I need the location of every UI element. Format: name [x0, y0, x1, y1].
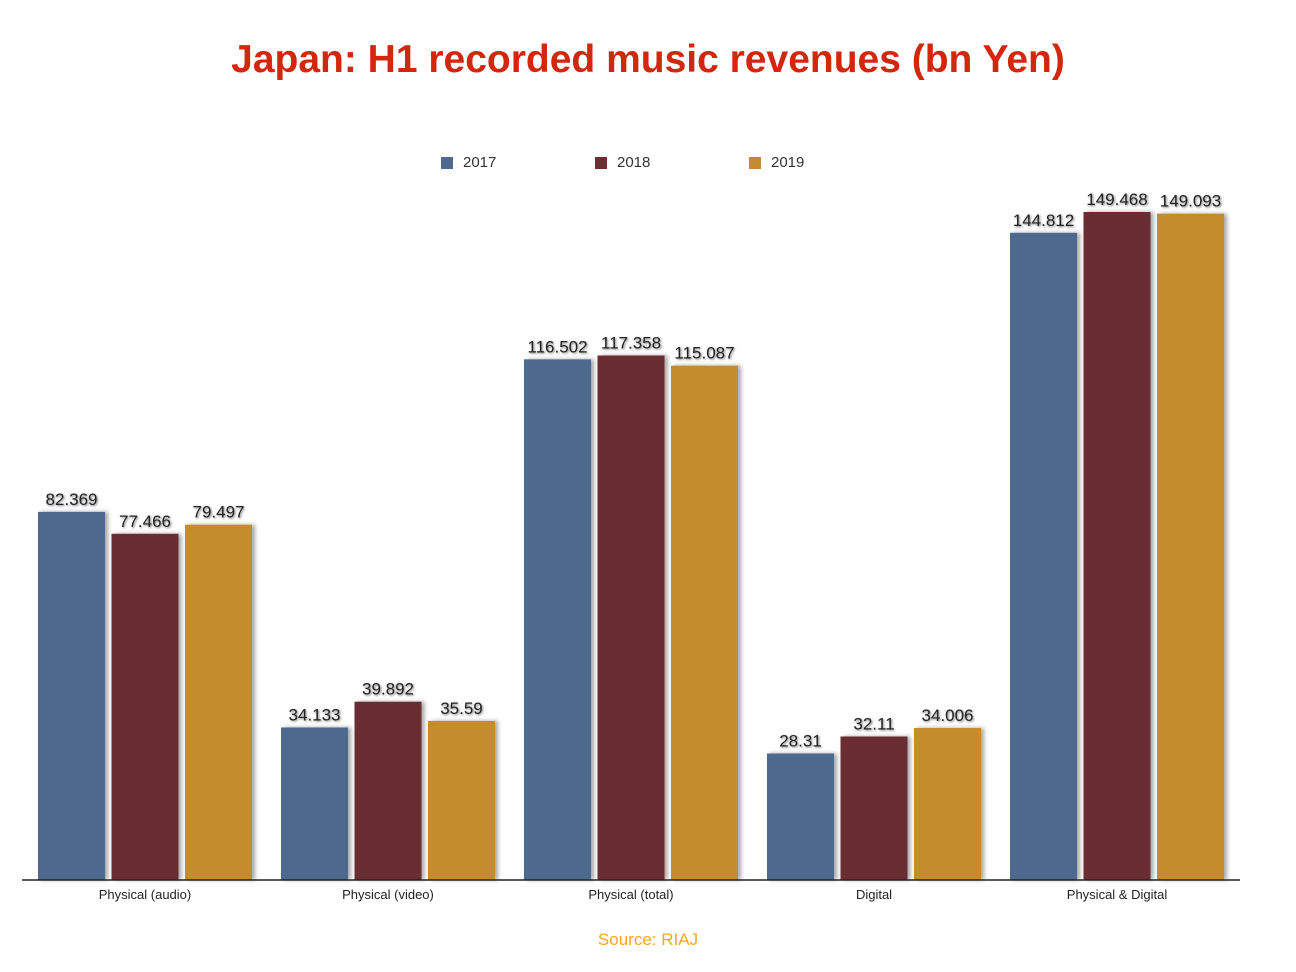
data-label: 77.466 — [119, 512, 171, 531]
bar-2018-1 — [354, 701, 422, 880]
data-label: 32.11 — [853, 714, 894, 733]
bar-2018-2 — [597, 355, 665, 880]
data-label: 28.31 — [779, 731, 822, 750]
bar-2019-0 — [185, 524, 252, 880]
bar-2019-2 — [671, 365, 738, 880]
x-tick-label: Physical (audio) — [99, 887, 192, 902]
data-label: 149.093 — [1160, 192, 1221, 211]
data-label: 79.497 — [193, 503, 245, 522]
bar-2018-0 — [111, 533, 179, 880]
legend-label: 2019 — [771, 154, 805, 171]
bar-2019-3 — [914, 728, 981, 880]
legend-label: 2017 — [463, 154, 497, 171]
bar-2019-1 — [428, 720, 495, 880]
x-tick-label: Physical & Digital — [1067, 887, 1168, 902]
data-label: 149.468 — [1086, 190, 1147, 209]
x-tick-label: Physical (total) — [588, 887, 673, 902]
legend-swatch — [595, 156, 607, 169]
bar-2018-4 — [1083, 212, 1151, 880]
source-note: Source: RIAJ — [597, 930, 699, 949]
bar-2018-3 — [840, 736, 908, 880]
bar-2017-2 — [524, 359, 591, 880]
x-tick-label: Digital — [856, 887, 892, 902]
data-label: 82.369 — [46, 490, 98, 509]
data-label: 39.892 — [362, 680, 414, 699]
legend-item-2019: 2019 — [749, 154, 804, 171]
x-tick-label: Physical (video) — [342, 887, 434, 902]
data-label: 144.812 — [1013, 211, 1074, 230]
legend-item-2017: 2017 — [441, 154, 496, 171]
legend-swatch — [749, 156, 761, 169]
bar-2017-1 — [281, 727, 348, 880]
data-label: 117.358 — [601, 334, 661, 353]
legend: 2017 2018 2019 — [0, 154, 1296, 174]
data-label: 34.006 — [922, 706, 974, 725]
legend-swatch — [441, 156, 453, 169]
bar-2019-4 — [1157, 213, 1224, 880]
chart-title: Japan: H1 recorded music revenues (bn Ye… — [231, 38, 1065, 81]
data-label: 35.59 — [440, 699, 483, 718]
legend-item-2018: 2018 — [595, 154, 650, 171]
bar-2017-3 — [767, 753, 834, 880]
data-label: 34.133 — [289, 705, 341, 724]
data-label: 116.502 — [527, 337, 587, 356]
bar-2017-0 — [38, 511, 105, 880]
bar-2017-4 — [1010, 232, 1077, 880]
data-label: 115.087 — [674, 344, 734, 363]
legend-label: 2018 — [617, 154, 651, 171]
